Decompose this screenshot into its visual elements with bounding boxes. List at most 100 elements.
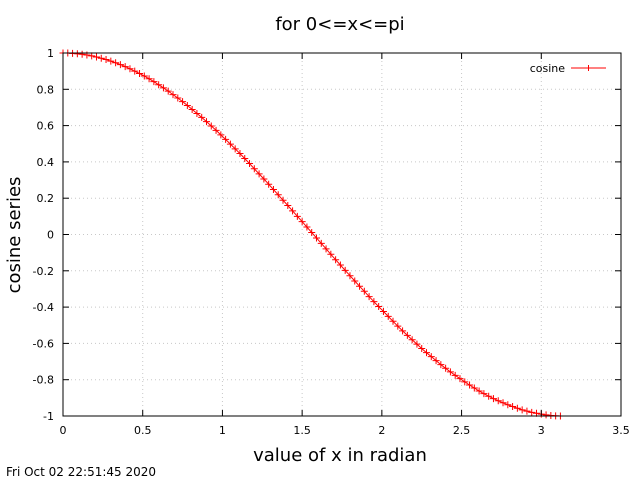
data-point: [351, 277, 359, 285]
data-point: [394, 322, 402, 330]
data-point: [260, 175, 268, 183]
data-point: [509, 403, 517, 411]
data-point: [427, 353, 435, 361]
data-point: [284, 201, 292, 209]
data-point: [389, 317, 397, 325]
data-point: [140, 72, 148, 80]
data-point: [365, 293, 373, 301]
data-point: [73, 50, 81, 58]
data-point: [456, 375, 464, 383]
data-point: [193, 109, 201, 117]
data-point: [116, 61, 124, 69]
x-tick-label: 1: [219, 424, 226, 437]
data-point: [293, 212, 301, 220]
data-point: [384, 312, 392, 320]
data-point: [97, 54, 105, 62]
x-tick-label: 2.5: [453, 424, 471, 437]
data-point: [212, 126, 220, 134]
data-point: [226, 140, 234, 148]
data-point: [188, 105, 196, 113]
data-point: [317, 239, 325, 247]
legend-label-cosine: cosine: [530, 62, 566, 75]
data-point: [442, 364, 450, 372]
data-point: [159, 84, 167, 92]
y-tick-label: -0.8: [33, 374, 54, 387]
data-point: [174, 94, 182, 102]
data-point: [356, 282, 364, 290]
data-point: [480, 390, 488, 398]
data-point: [341, 266, 349, 274]
y-tick-label: 0.6: [37, 120, 55, 133]
data-point: [499, 399, 507, 407]
legend-marker-cosine: [585, 65, 592, 71]
timestamp: Fri Oct 02 22:51:45 2020: [6, 465, 156, 479]
data-point: [513, 404, 521, 412]
data-point: [489, 395, 497, 403]
data-point: [375, 303, 383, 311]
data-point: [432, 357, 440, 365]
data-point: [265, 180, 273, 188]
x-tick-label: 3: [538, 424, 545, 437]
data-point: [379, 307, 387, 315]
data-point: [107, 57, 115, 65]
data-point: [246, 160, 254, 168]
y-tick-label: -0.2: [33, 265, 54, 278]
data-point: [446, 368, 454, 376]
tick-layer: 0 0.5 1 1.5 2 2.5 3 3.5 1 0.8 0.6 0.4 0.2 0 -0.2 -0.4 -0…: [33, 47, 630, 437]
y-axis-label: cosine series: [4, 177, 25, 294]
data-point: [475, 387, 483, 395]
data-point: [542, 411, 550, 419]
data-point: [279, 196, 287, 204]
data-point: [528, 408, 536, 416]
data-point: [336, 261, 344, 269]
data-point: [360, 287, 368, 295]
data-point: [198, 113, 206, 121]
data-point: [155, 81, 163, 89]
y-tick-label: 0.4: [37, 156, 55, 169]
data-point: [164, 87, 172, 95]
data-point: [494, 397, 502, 405]
data-point: [485, 392, 493, 400]
data-point: [327, 250, 335, 258]
x-tick-label: 3.5: [612, 424, 630, 437]
data-point: [466, 381, 474, 389]
data-point: [255, 170, 263, 178]
data-point: [126, 65, 134, 73]
data-point: [78, 50, 86, 58]
y-tick-label: -1: [43, 410, 54, 423]
x-tick-label: 0.5: [134, 424, 152, 437]
data-point: [231, 145, 239, 153]
data-point: [145, 75, 153, 83]
data-point: [451, 371, 459, 379]
data-point: [346, 272, 354, 280]
data-point: [274, 191, 282, 199]
data-point: [422, 349, 430, 357]
data-point: [370, 298, 378, 306]
data-point: [437, 361, 445, 369]
data-point: [408, 336, 416, 344]
data-point: [269, 185, 277, 193]
grid-lines: [63, 53, 621, 416]
data-point: [150, 78, 158, 86]
x-axis-label: value of x in radian: [253, 445, 427, 466]
data-point: [461, 378, 469, 386]
data-point: [298, 218, 306, 226]
y-tick-label: 0.2: [37, 192, 55, 205]
plot-frame: [62, 52, 622, 417]
data-point: [236, 150, 244, 158]
x-tick-label: 0: [60, 424, 67, 437]
y-tick-label: 0: [47, 229, 54, 242]
data-point: [504, 401, 512, 409]
data-point: [217, 131, 225, 139]
data-point: [88, 52, 96, 60]
data-point: [112, 59, 120, 67]
x-tick-label: 1.5: [293, 424, 311, 437]
data-point: [470, 384, 478, 392]
y-tick-label: -0.4: [33, 301, 54, 314]
data-point: [303, 223, 311, 231]
data-point: [92, 53, 100, 61]
y-tick-label: 1: [47, 47, 54, 60]
data-point: [403, 331, 411, 339]
data-point: [312, 234, 320, 242]
